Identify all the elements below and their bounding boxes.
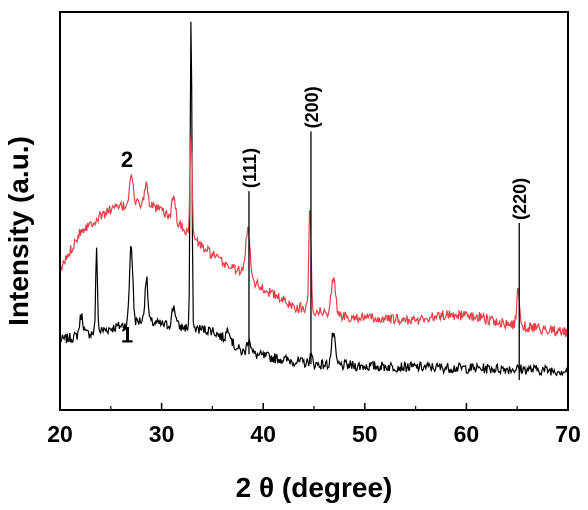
x-tick-label: 20 [47, 421, 73, 447]
series-line-2 [59, 135, 569, 338]
x-tick-label: 50 [352, 421, 378, 447]
y-axis-title: Intensity (a.u.) [3, 136, 34, 326]
peak-label: (200) [302, 86, 322, 128]
x-tick-label: 60 [454, 421, 480, 447]
peak-label: (220) [510, 178, 530, 220]
x-tick-label: 70 [555, 421, 581, 447]
plot-frame [59, 11, 569, 411]
series-line-1 [59, 21, 569, 377]
curve-label-2: 2 [121, 147, 133, 172]
curve-label-1: 1 [121, 322, 133, 347]
x-tick-label: 40 [250, 421, 276, 447]
x-axis-title: 2 θ (degree) [236, 472, 393, 503]
peak-label: (111) [240, 148, 260, 188]
x-tick-label: 30 [149, 421, 175, 447]
